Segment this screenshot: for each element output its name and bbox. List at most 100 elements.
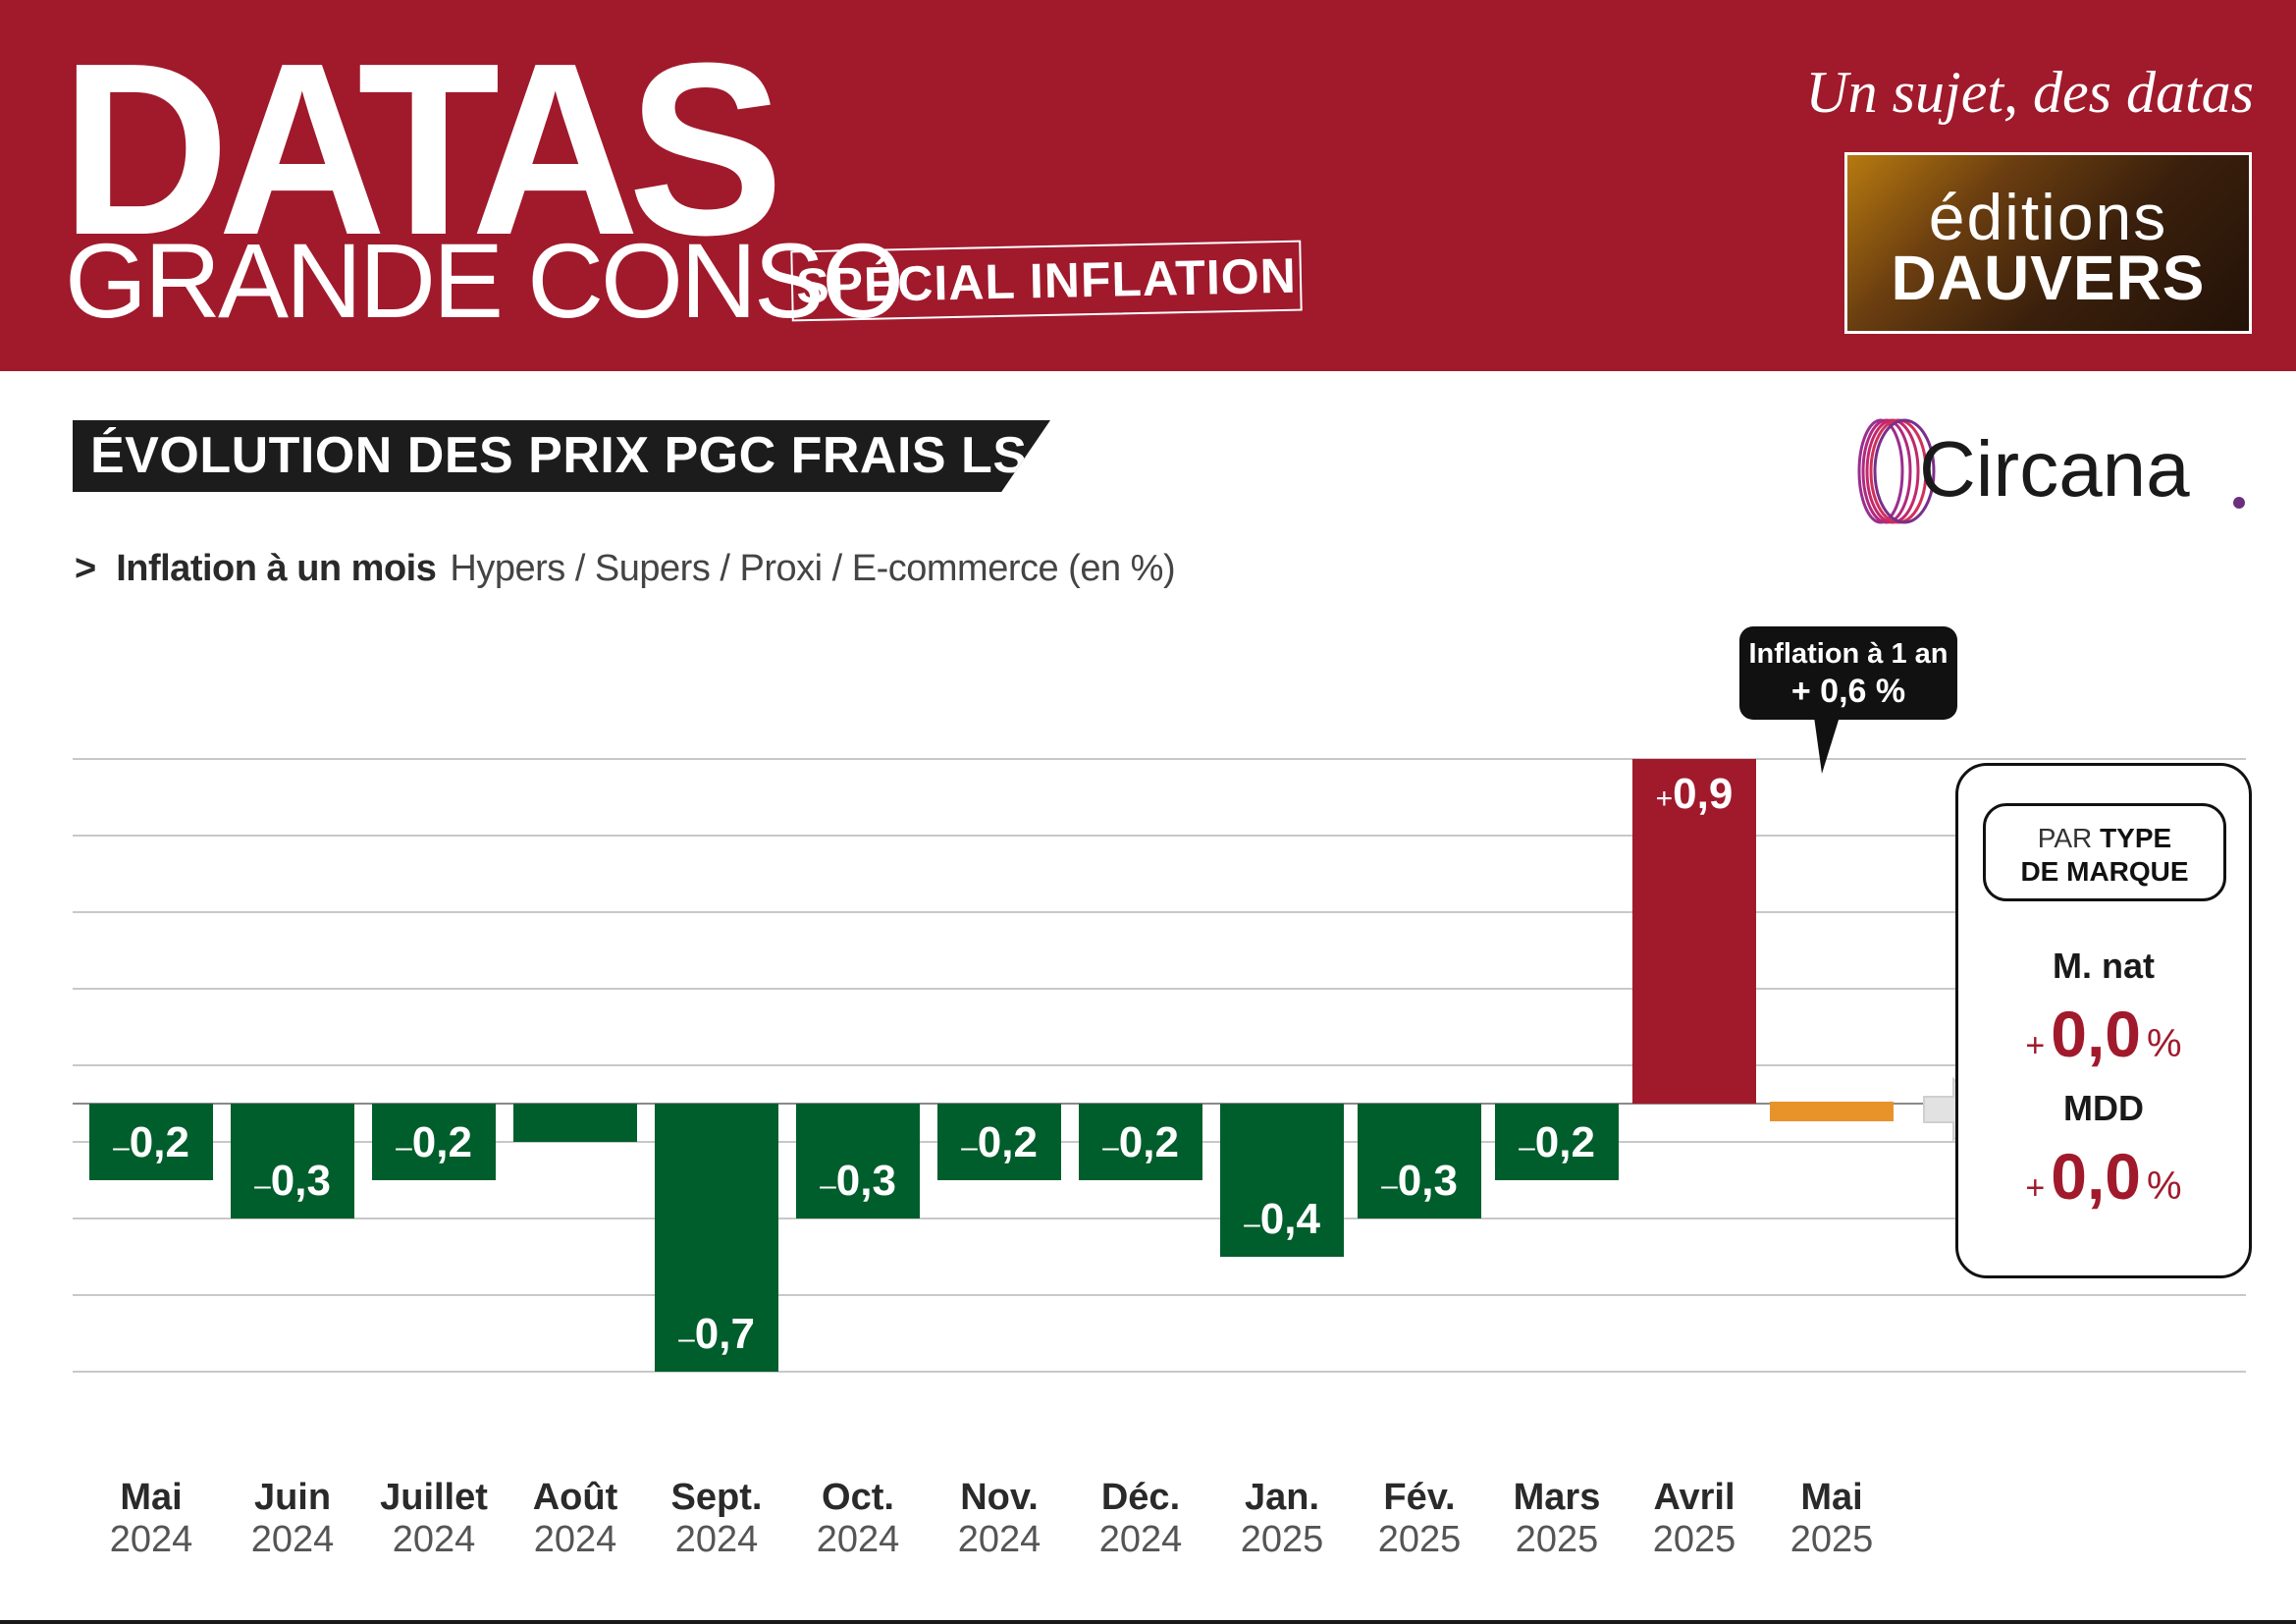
bar-value-sign: – xyxy=(1244,1208,1260,1240)
bar-value-sign: – xyxy=(1519,1131,1535,1164)
x-tick-month: Jan. xyxy=(1245,1477,1319,1518)
x-tick-year: 2025 xyxy=(1241,1519,1324,1560)
bar-value-sign: – xyxy=(113,1131,130,1164)
value-number: 0,0 xyxy=(2051,1140,2142,1213)
bar xyxy=(937,1104,1061,1180)
brand-type-box: PAR TYPE DE MARQUE M. nat +0,0% MDD +0,0… xyxy=(1955,763,2252,1278)
x-tick-month: Mai xyxy=(1800,1477,1862,1518)
x-tick-year: 2025 xyxy=(1378,1519,1462,1560)
x-tick-year: 2025 xyxy=(1790,1519,1874,1560)
x-tick-year: 2024 xyxy=(393,1519,476,1560)
bar-value-number: 0,2 xyxy=(130,1118,189,1166)
bar-value-number: 0,2 xyxy=(978,1118,1038,1166)
bar-value-label: –0,2 xyxy=(961,1118,1038,1166)
bar xyxy=(1770,1102,1894,1121)
bar xyxy=(796,1104,920,1218)
publisher-logo-bottom: DAUVERS xyxy=(1891,243,2206,313)
bar-value-number: 0,3 xyxy=(836,1157,896,1205)
circana-dot xyxy=(2233,497,2245,509)
x-tick-year: 2024 xyxy=(675,1519,759,1560)
bar-value-label: –0,1 xyxy=(537,1144,614,1192)
bar-value-label: –0,4 xyxy=(1244,1195,1320,1243)
bar-value-label: –0,3 xyxy=(1381,1157,1458,1205)
bar-value-sign: – xyxy=(537,1157,554,1189)
header-bold: TYPE xyxy=(2100,823,2172,853)
value-number: 0,0 xyxy=(2051,998,2142,1070)
x-tick-month: Mars xyxy=(1514,1477,1601,1518)
x-tick-year: 2024 xyxy=(1099,1519,1183,1560)
bar-value-number: 0,3 xyxy=(1398,1157,1458,1205)
publisher-logo: éditions DAUVERS xyxy=(1844,152,2252,334)
bar xyxy=(1495,1104,1619,1180)
bar xyxy=(372,1104,496,1180)
national-brand-label: M. nat xyxy=(2053,946,2155,986)
x-tick-year: 2024 xyxy=(110,1519,193,1560)
annual-inflation-callout: Inflation à 1 an + 0,6 % xyxy=(1739,626,1957,720)
bar-value-number: 0,3 xyxy=(271,1157,331,1205)
brand-type-header-line1: PAR TYPE xyxy=(1986,822,2223,855)
value-unit: % xyxy=(2147,1022,2182,1065)
bar-value-label: –0,2 xyxy=(1102,1118,1179,1166)
x-tick-month: Juin xyxy=(254,1477,331,1518)
bar xyxy=(1358,1104,1481,1218)
bar-value-number: 0,7 xyxy=(695,1310,755,1358)
value-unit: % xyxy=(2147,1164,2182,1208)
callout-value: + 0,6 % xyxy=(1790,673,1906,711)
subtitle-arrow: > xyxy=(75,548,97,589)
bar-value-label: +0,9 xyxy=(1656,770,1734,818)
bar xyxy=(1632,759,1756,1104)
x-tick-year: 2025 xyxy=(1516,1519,1599,1560)
x-tick-year: 2024 xyxy=(817,1519,900,1560)
tagline: Un sujet, des datas xyxy=(1805,60,2254,125)
bar-labels: –0,2–0,3–0,2–0,1–0,7–0,3–0,2 –0,2–0,4–0,3… xyxy=(113,770,1733,1358)
circana-wordmark: Circana xyxy=(1919,425,2190,513)
national-brand-value: +0,0% xyxy=(1958,997,2249,1071)
bar-value-number: 0,1 xyxy=(554,1144,614,1192)
x-tick-year: 2024 xyxy=(958,1519,1041,1560)
bar-value-label: –0,2 xyxy=(113,1118,189,1166)
bar-value-sign: – xyxy=(820,1169,836,1202)
bar-value-number: 0,2 xyxy=(1535,1118,1595,1166)
bar-value-sign: – xyxy=(254,1169,271,1202)
x-axis-labels: Mai2024Juin2024Juillet2024Août2024Sept.2… xyxy=(110,1477,1874,1560)
bar-value-sign: – xyxy=(1102,1131,1119,1164)
bar xyxy=(513,1104,637,1142)
bar-value-label: –0,3 xyxy=(254,1157,331,1205)
header-band: DATAS GRANDE CONSO SPÉCIAL INFLATION Un … xyxy=(0,0,2296,371)
value-sign: + xyxy=(2025,1169,2046,1207)
x-tick-month: Mai xyxy=(120,1477,182,1518)
bars xyxy=(89,759,1894,1372)
bar-value-number: 0,2 xyxy=(1119,1118,1179,1166)
brand-title: DATAS xyxy=(61,13,783,287)
subtitle-strong: Inflation à un mois xyxy=(116,548,437,589)
x-tick-year: 2024 xyxy=(251,1519,335,1560)
bar-value-sign: – xyxy=(961,1131,978,1164)
bar xyxy=(1220,1104,1344,1257)
bar-value-number: 0,4 xyxy=(1260,1195,1321,1243)
brand-subtitle: GRANDE CONSO xyxy=(65,221,904,340)
callout-tail xyxy=(1814,717,1840,774)
brand-type-header: PAR TYPE DE MARQUE xyxy=(1983,803,2226,901)
chart-subtitle: > Inflation à un mois Hypers / Supers / Pr… xyxy=(75,548,1176,590)
bottom-rule xyxy=(0,1620,2296,1624)
x-tick-month: Nov. xyxy=(960,1477,1039,1518)
callout-label: Inflation à 1 an xyxy=(1748,638,1949,670)
private-label-value: +0,0% xyxy=(1958,1139,2249,1214)
x-tick-month: Oct. xyxy=(822,1477,894,1518)
bar-value-sign: – xyxy=(1381,1169,1398,1202)
grid-lines xyxy=(73,758,2246,1373)
bar-value-sign: + xyxy=(1656,783,1674,815)
bar-value-label: –0,3 xyxy=(820,1157,896,1205)
publisher-logo-top: éditions xyxy=(1928,181,2168,253)
circana-logo: Circana xyxy=(1845,412,2248,530)
bar-value-label: –0,2 xyxy=(396,1118,472,1166)
header-prefix: PAR xyxy=(2037,823,2093,853)
x-tick-month: Déc. xyxy=(1101,1477,1180,1518)
bar xyxy=(1079,1104,1202,1180)
x-tick-month: Fév. xyxy=(1383,1477,1455,1518)
bar xyxy=(89,1104,213,1180)
x-tick-month: Sept. xyxy=(671,1477,763,1518)
x-tick-month: Août xyxy=(533,1477,618,1518)
bar-value-sign: – xyxy=(678,1323,695,1355)
